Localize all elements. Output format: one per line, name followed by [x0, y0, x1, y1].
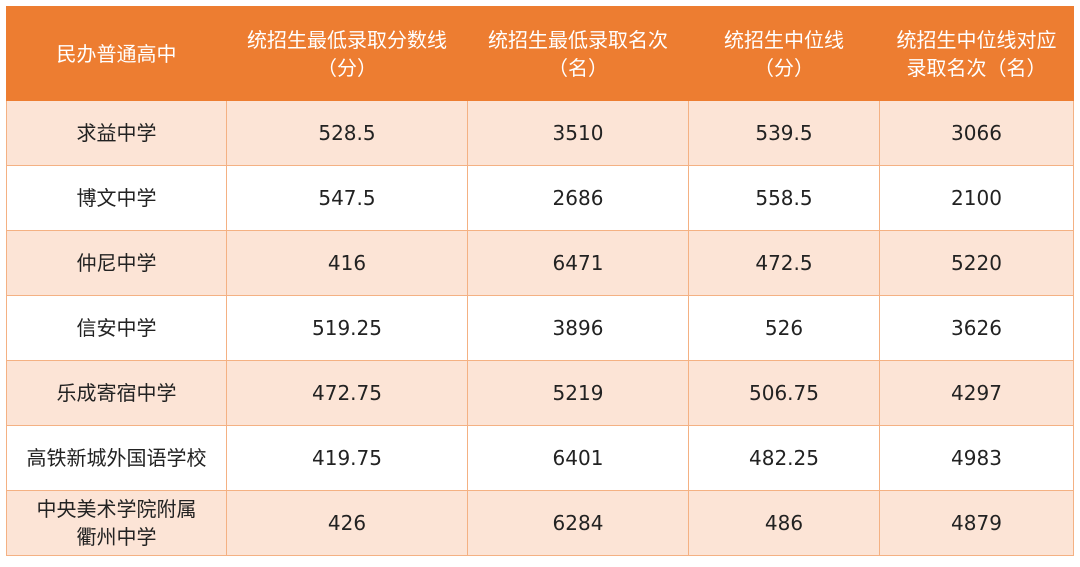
header-cell: 统招生中位线 （分） — [688, 6, 880, 101]
cell-line: 信安中学 — [76, 316, 157, 340]
value-cell: 4879 — [879, 490, 1074, 556]
cell-line: 3896 — [552, 316, 604, 340]
cell-line: 519.25 — [312, 316, 382, 340]
cell-line: 3626 — [951, 316, 1002, 340]
table-row: 仲尼中学 416 6471 472.5 5220 — [6, 230, 1074, 296]
value-cell: 6284 — [467, 490, 689, 556]
cell-line: 2686 — [552, 186, 604, 210]
header-row: 民办普通高中 统招生最低录取分数线 （分） 统招生最低录取名次 （名） 统招生中位线 （分）… — [6, 6, 1074, 101]
school-name: 求益中学 — [6, 100, 227, 166]
cell-line: 6401 — [552, 446, 604, 470]
value-cell: 6471 — [467, 230, 689, 296]
cell-line: 录取名次（名） — [906, 55, 1047, 80]
value-cell: 526 — [688, 295, 880, 361]
value-cell: 486 — [688, 490, 880, 556]
admission-table: 民办普通高中 统招生最低录取分数线 （分） 统招生最低录取名次 （名） 统招生中位线 （分）… — [6, 6, 1074, 556]
school-name: 乐成寄宿中学 — [6, 360, 227, 426]
cell-line: 416 — [327, 251, 367, 275]
value-cell: 4297 — [879, 360, 1074, 426]
school-name: 中央美术学院附属 衢州中学 — [6, 490, 227, 556]
cell-line: 526 — [764, 316, 804, 340]
cell-line: 558.5 — [755, 186, 813, 210]
cell-line: 6284 — [552, 511, 604, 535]
cell-line: 民办普通高中 — [56, 41, 177, 66]
cell-line: 3066 — [951, 121, 1002, 145]
value-cell: 3896 — [467, 295, 689, 361]
cell-line: 高铁新城外国语学校 — [26, 446, 207, 470]
value-cell: 419.75 — [226, 425, 468, 491]
value-cell: 3066 — [879, 100, 1074, 166]
cell-line: 中央美术学院附属 — [36, 497, 197, 521]
header-cell: 民办普通高中 — [6, 6, 227, 101]
cell-line: 统招生中位线 — [724, 27, 844, 52]
value-cell: 547.5 — [226, 165, 468, 231]
value-cell: 5220 — [879, 230, 1074, 296]
cell-line: （分） — [317, 55, 377, 80]
school-name: 高铁新城外国语学校 — [6, 425, 227, 491]
table-row: 信安中学 519.25 3896 526 3626 — [6, 295, 1074, 361]
table-row: 高铁新城外国语学校 419.75 6401 482.25 4983 — [6, 425, 1074, 491]
cell-line: 472.5 — [755, 251, 813, 275]
value-cell: 3510 — [467, 100, 689, 166]
cell-line: 统招生最低录取分数线 — [247, 27, 447, 52]
cell-line: 统招生中位线对应 — [896, 27, 1057, 52]
cell-line: （名） — [548, 55, 608, 80]
value-cell: 5219 — [467, 360, 689, 426]
cell-line: 506.75 — [749, 381, 819, 405]
cell-line: 426 — [327, 511, 367, 535]
header-cell: 统招生最低录取分数线 （分） — [226, 6, 468, 101]
cell-line: 4297 — [951, 381, 1002, 405]
value-cell: 4983 — [879, 425, 1074, 491]
value-cell: 506.75 — [688, 360, 880, 426]
value-cell: 519.25 — [226, 295, 468, 361]
header-cell: 统招生中位线对应 录取名次（名） — [879, 6, 1074, 101]
cell-line: 4983 — [951, 446, 1002, 470]
cell-line: 仲尼中学 — [76, 251, 157, 275]
value-cell: 558.5 — [688, 165, 880, 231]
school-name: 信安中学 — [6, 295, 227, 361]
cell-line: 539.5 — [755, 121, 813, 145]
cell-line: 统招生最低录取名次 — [488, 27, 668, 52]
value-cell: 2100 — [879, 165, 1074, 231]
header-cell: 统招生最低录取名次 （名） — [467, 6, 689, 101]
cell-line: 5219 — [552, 381, 604, 405]
value-cell: 528.5 — [226, 100, 468, 166]
value-cell: 426 — [226, 490, 468, 556]
cell-line: 博文中学 — [76, 186, 157, 210]
cell-line: 求益中学 — [76, 121, 157, 145]
value-cell: 416 — [226, 230, 468, 296]
cell-line: 2100 — [951, 186, 1002, 210]
cell-line: 6471 — [552, 251, 604, 275]
cell-line: 419.75 — [312, 446, 382, 470]
cell-line: 482.25 — [749, 446, 819, 470]
value-cell: 2686 — [467, 165, 689, 231]
table-row: 博文中学 547.5 2686 558.5 2100 — [6, 165, 1074, 231]
cell-line: 4879 — [951, 511, 1002, 535]
cell-line: 5220 — [951, 251, 1002, 275]
school-name: 博文中学 — [6, 165, 227, 231]
cell-line: 486 — [764, 511, 804, 535]
cell-line: 乐成寄宿中学 — [56, 381, 177, 405]
value-cell: 472.5 — [688, 230, 880, 296]
cell-line: 衢州中学 — [76, 525, 157, 549]
table-row: 乐成寄宿中学 472.75 5219 506.75 4297 — [6, 360, 1074, 426]
cell-line: 3510 — [552, 121, 604, 145]
school-name: 仲尼中学 — [6, 230, 227, 296]
cell-line: 547.5 — [318, 186, 376, 210]
table-row: 中央美术学院附属 衢州中学 426 6284 486 4879 — [6, 490, 1074, 556]
value-cell: 6401 — [467, 425, 689, 491]
value-cell: 482.25 — [688, 425, 880, 491]
cell-line: （分） — [754, 55, 814, 80]
value-cell: 472.75 — [226, 360, 468, 426]
cell-line: 472.75 — [312, 381, 382, 405]
table-body: 求益中学 528.5 3510 539.5 3066 博文中学 547.5 2686 558.5… — [6, 100, 1074, 556]
value-cell: 539.5 — [688, 100, 880, 166]
table-row: 求益中学 528.5 3510 539.5 3066 — [6, 100, 1074, 166]
value-cell: 3626 — [879, 295, 1074, 361]
cell-line: 528.5 — [318, 121, 376, 145]
